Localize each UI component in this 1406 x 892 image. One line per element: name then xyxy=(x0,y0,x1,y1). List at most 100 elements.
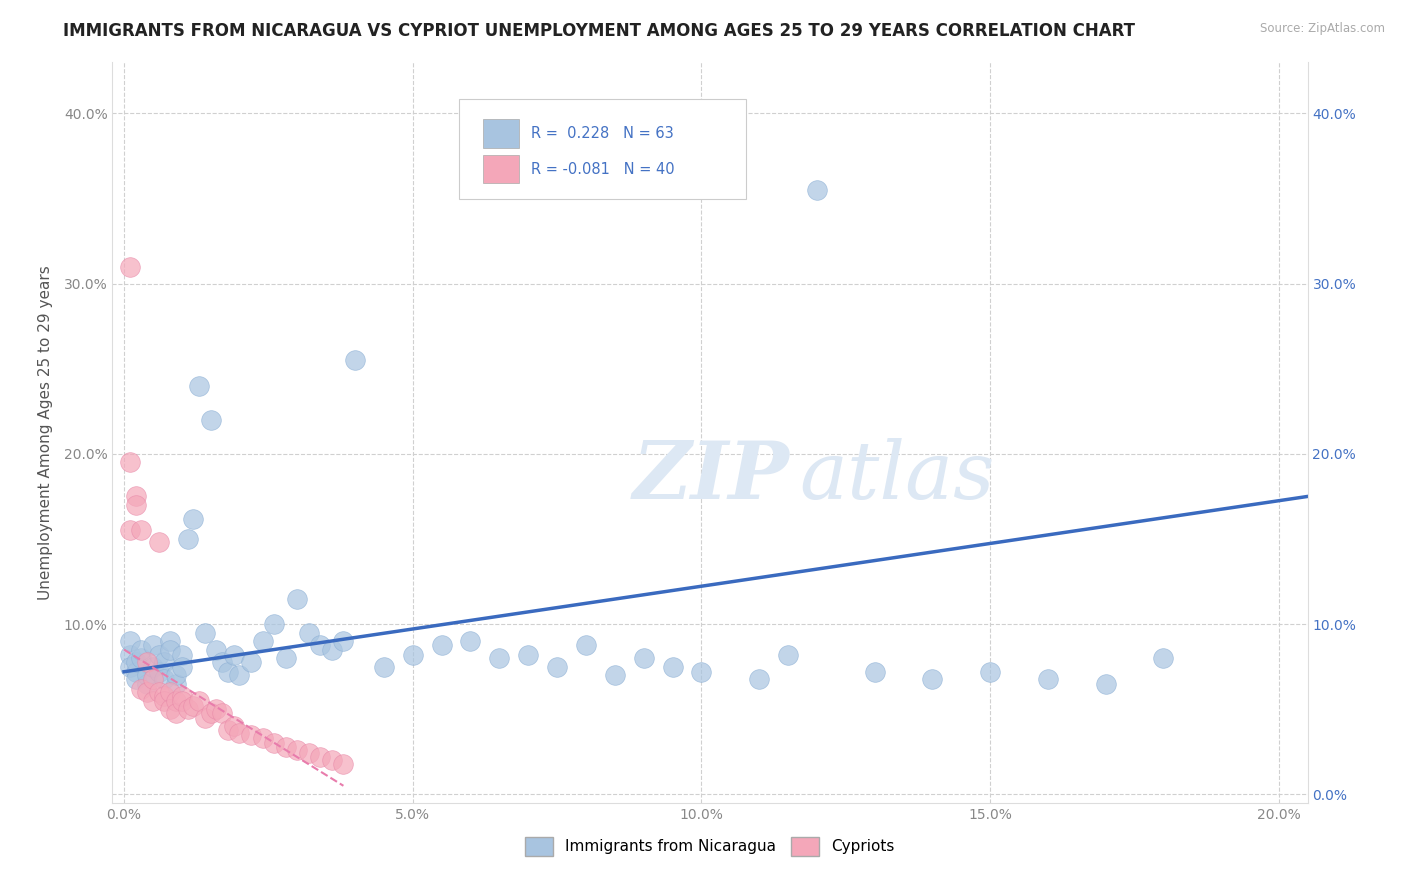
Text: R =  0.228   N = 63: R = 0.228 N = 63 xyxy=(531,126,673,141)
Point xyxy=(118,455,141,469)
Point xyxy=(142,659,165,673)
Point xyxy=(332,756,354,771)
Point xyxy=(200,706,222,720)
Point xyxy=(153,655,176,669)
Point xyxy=(131,651,153,665)
Point xyxy=(228,726,250,740)
Text: atlas: atlas xyxy=(800,438,995,516)
Point xyxy=(124,672,146,686)
Point xyxy=(240,728,263,742)
Point xyxy=(136,668,159,682)
Point xyxy=(170,694,193,708)
Point xyxy=(170,648,193,662)
Point xyxy=(285,591,308,606)
Point xyxy=(211,655,233,669)
Point xyxy=(298,625,321,640)
Text: IMMIGRANTS FROM NICARAGUA VS CYPRIOT UNEMPLOYMENT AMONG AGES 25 TO 29 YEARS CORR: IMMIGRANTS FROM NICARAGUA VS CYPRIOT UNE… xyxy=(63,22,1135,40)
FancyBboxPatch shape xyxy=(484,155,519,183)
Point xyxy=(148,685,170,699)
Point xyxy=(217,723,239,737)
Point xyxy=(170,659,193,673)
Point xyxy=(252,731,274,745)
Legend: Immigrants from Nicaragua, Cypriots: Immigrants from Nicaragua, Cypriots xyxy=(519,831,901,862)
Point xyxy=(633,651,655,665)
Point xyxy=(188,379,211,393)
Point xyxy=(159,634,181,648)
Point xyxy=(165,694,187,708)
Point xyxy=(321,642,343,657)
Point xyxy=(776,648,799,662)
Point xyxy=(430,638,453,652)
Point xyxy=(921,672,943,686)
Point xyxy=(131,681,153,696)
Point xyxy=(332,634,354,648)
Point xyxy=(176,532,198,546)
Point xyxy=(136,676,159,690)
Point xyxy=(274,651,297,665)
Point xyxy=(165,676,187,690)
Point xyxy=(188,694,211,708)
Point xyxy=(153,689,176,703)
Point xyxy=(1036,672,1059,686)
Point xyxy=(863,665,886,679)
Point xyxy=(159,702,181,716)
Point xyxy=(148,535,170,549)
Point xyxy=(263,617,285,632)
Point xyxy=(460,634,482,648)
Point xyxy=(124,498,146,512)
Point xyxy=(194,625,217,640)
Point xyxy=(748,672,770,686)
Point xyxy=(205,642,228,657)
Text: R = -0.081   N = 40: R = -0.081 N = 40 xyxy=(531,161,675,177)
Point xyxy=(131,642,153,657)
Point xyxy=(690,665,713,679)
Point xyxy=(1094,676,1116,690)
Point xyxy=(148,648,170,662)
Point xyxy=(124,655,146,669)
Point xyxy=(402,648,425,662)
Text: Source: ZipAtlas.com: Source: ZipAtlas.com xyxy=(1260,22,1385,36)
Point xyxy=(309,749,332,764)
Point xyxy=(806,183,828,197)
Point xyxy=(343,353,366,368)
Point xyxy=(159,685,181,699)
Point xyxy=(153,672,176,686)
Point xyxy=(181,698,204,713)
Point xyxy=(222,719,245,733)
Point xyxy=(136,655,159,669)
Point xyxy=(131,524,153,538)
Point xyxy=(488,651,510,665)
Point xyxy=(546,659,568,673)
Y-axis label: Unemployment Among Ages 25 to 29 years: Unemployment Among Ages 25 to 29 years xyxy=(38,265,52,600)
Point xyxy=(228,668,250,682)
Point xyxy=(321,753,343,767)
Point xyxy=(217,665,239,679)
Point xyxy=(240,655,263,669)
Point xyxy=(252,634,274,648)
Point xyxy=(298,747,321,761)
Point xyxy=(118,659,141,673)
FancyBboxPatch shape xyxy=(484,120,519,147)
Point xyxy=(211,706,233,720)
Point xyxy=(136,685,159,699)
Point xyxy=(165,668,187,682)
Point xyxy=(274,739,297,754)
Point xyxy=(148,665,170,679)
Point xyxy=(118,648,141,662)
Point xyxy=(124,665,146,679)
Point xyxy=(517,648,540,662)
Point xyxy=(603,668,626,682)
Point xyxy=(181,511,204,525)
FancyBboxPatch shape xyxy=(458,99,747,200)
Point xyxy=(194,711,217,725)
Point xyxy=(575,638,598,652)
Point xyxy=(176,702,198,716)
Point xyxy=(142,672,165,686)
Point xyxy=(979,665,1001,679)
Point xyxy=(118,524,141,538)
Point xyxy=(118,634,141,648)
Point xyxy=(285,743,308,757)
Point xyxy=(153,694,176,708)
Point xyxy=(205,702,228,716)
Point xyxy=(1152,651,1174,665)
